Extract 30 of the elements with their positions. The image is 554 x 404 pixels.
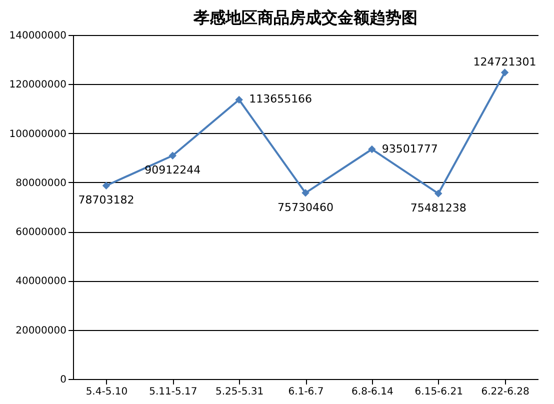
y-tick-label: 20000000 (16, 325, 66, 336)
data-label: 90912244 (144, 164, 201, 177)
data-label: 75481238 (410, 202, 466, 215)
point (168, 152, 177, 160)
data-label: 113655166 (249, 92, 312, 106)
chart-title: 孝感地区商品房成交金额趋势图 (192, 8, 418, 27)
y-tick-label: 80000000 (16, 178, 66, 189)
y-tick-label: 100000000 (9, 128, 66, 140)
y-tick-label: 60000000 (16, 227, 66, 238)
x-tick-label: 5.4-5.10 (86, 386, 128, 398)
y-tick-label: 120000000 (9, 80, 66, 91)
point (235, 96, 243, 104)
point (434, 190, 442, 198)
y-tick-label: 0 (60, 374, 66, 386)
x-tick-label: 6.22-6.28 (481, 386, 530, 398)
data-label: 93501777 (382, 142, 438, 156)
y-tick-label: 40000000 (16, 276, 66, 288)
x-tick-label: 6.15-6.21 (414, 386, 463, 398)
data-label: 78703182 (78, 194, 134, 207)
x-tick-label: 6.8-6.14 (352, 386, 394, 398)
x-tick-label: 5.11-5.17 (149, 386, 198, 398)
data-label: 124721301 (473, 56, 536, 69)
point (302, 189, 310, 197)
data-label: 75730460 (278, 200, 334, 214)
point (368, 145, 376, 154)
x-tick-label: 5.25-5.31 (216, 386, 264, 398)
point (102, 182, 110, 190)
y-tick-label: 140000000 (9, 30, 66, 42)
point (500, 68, 509, 76)
x-tick-label: 6.1-6.7 (288, 386, 324, 398)
